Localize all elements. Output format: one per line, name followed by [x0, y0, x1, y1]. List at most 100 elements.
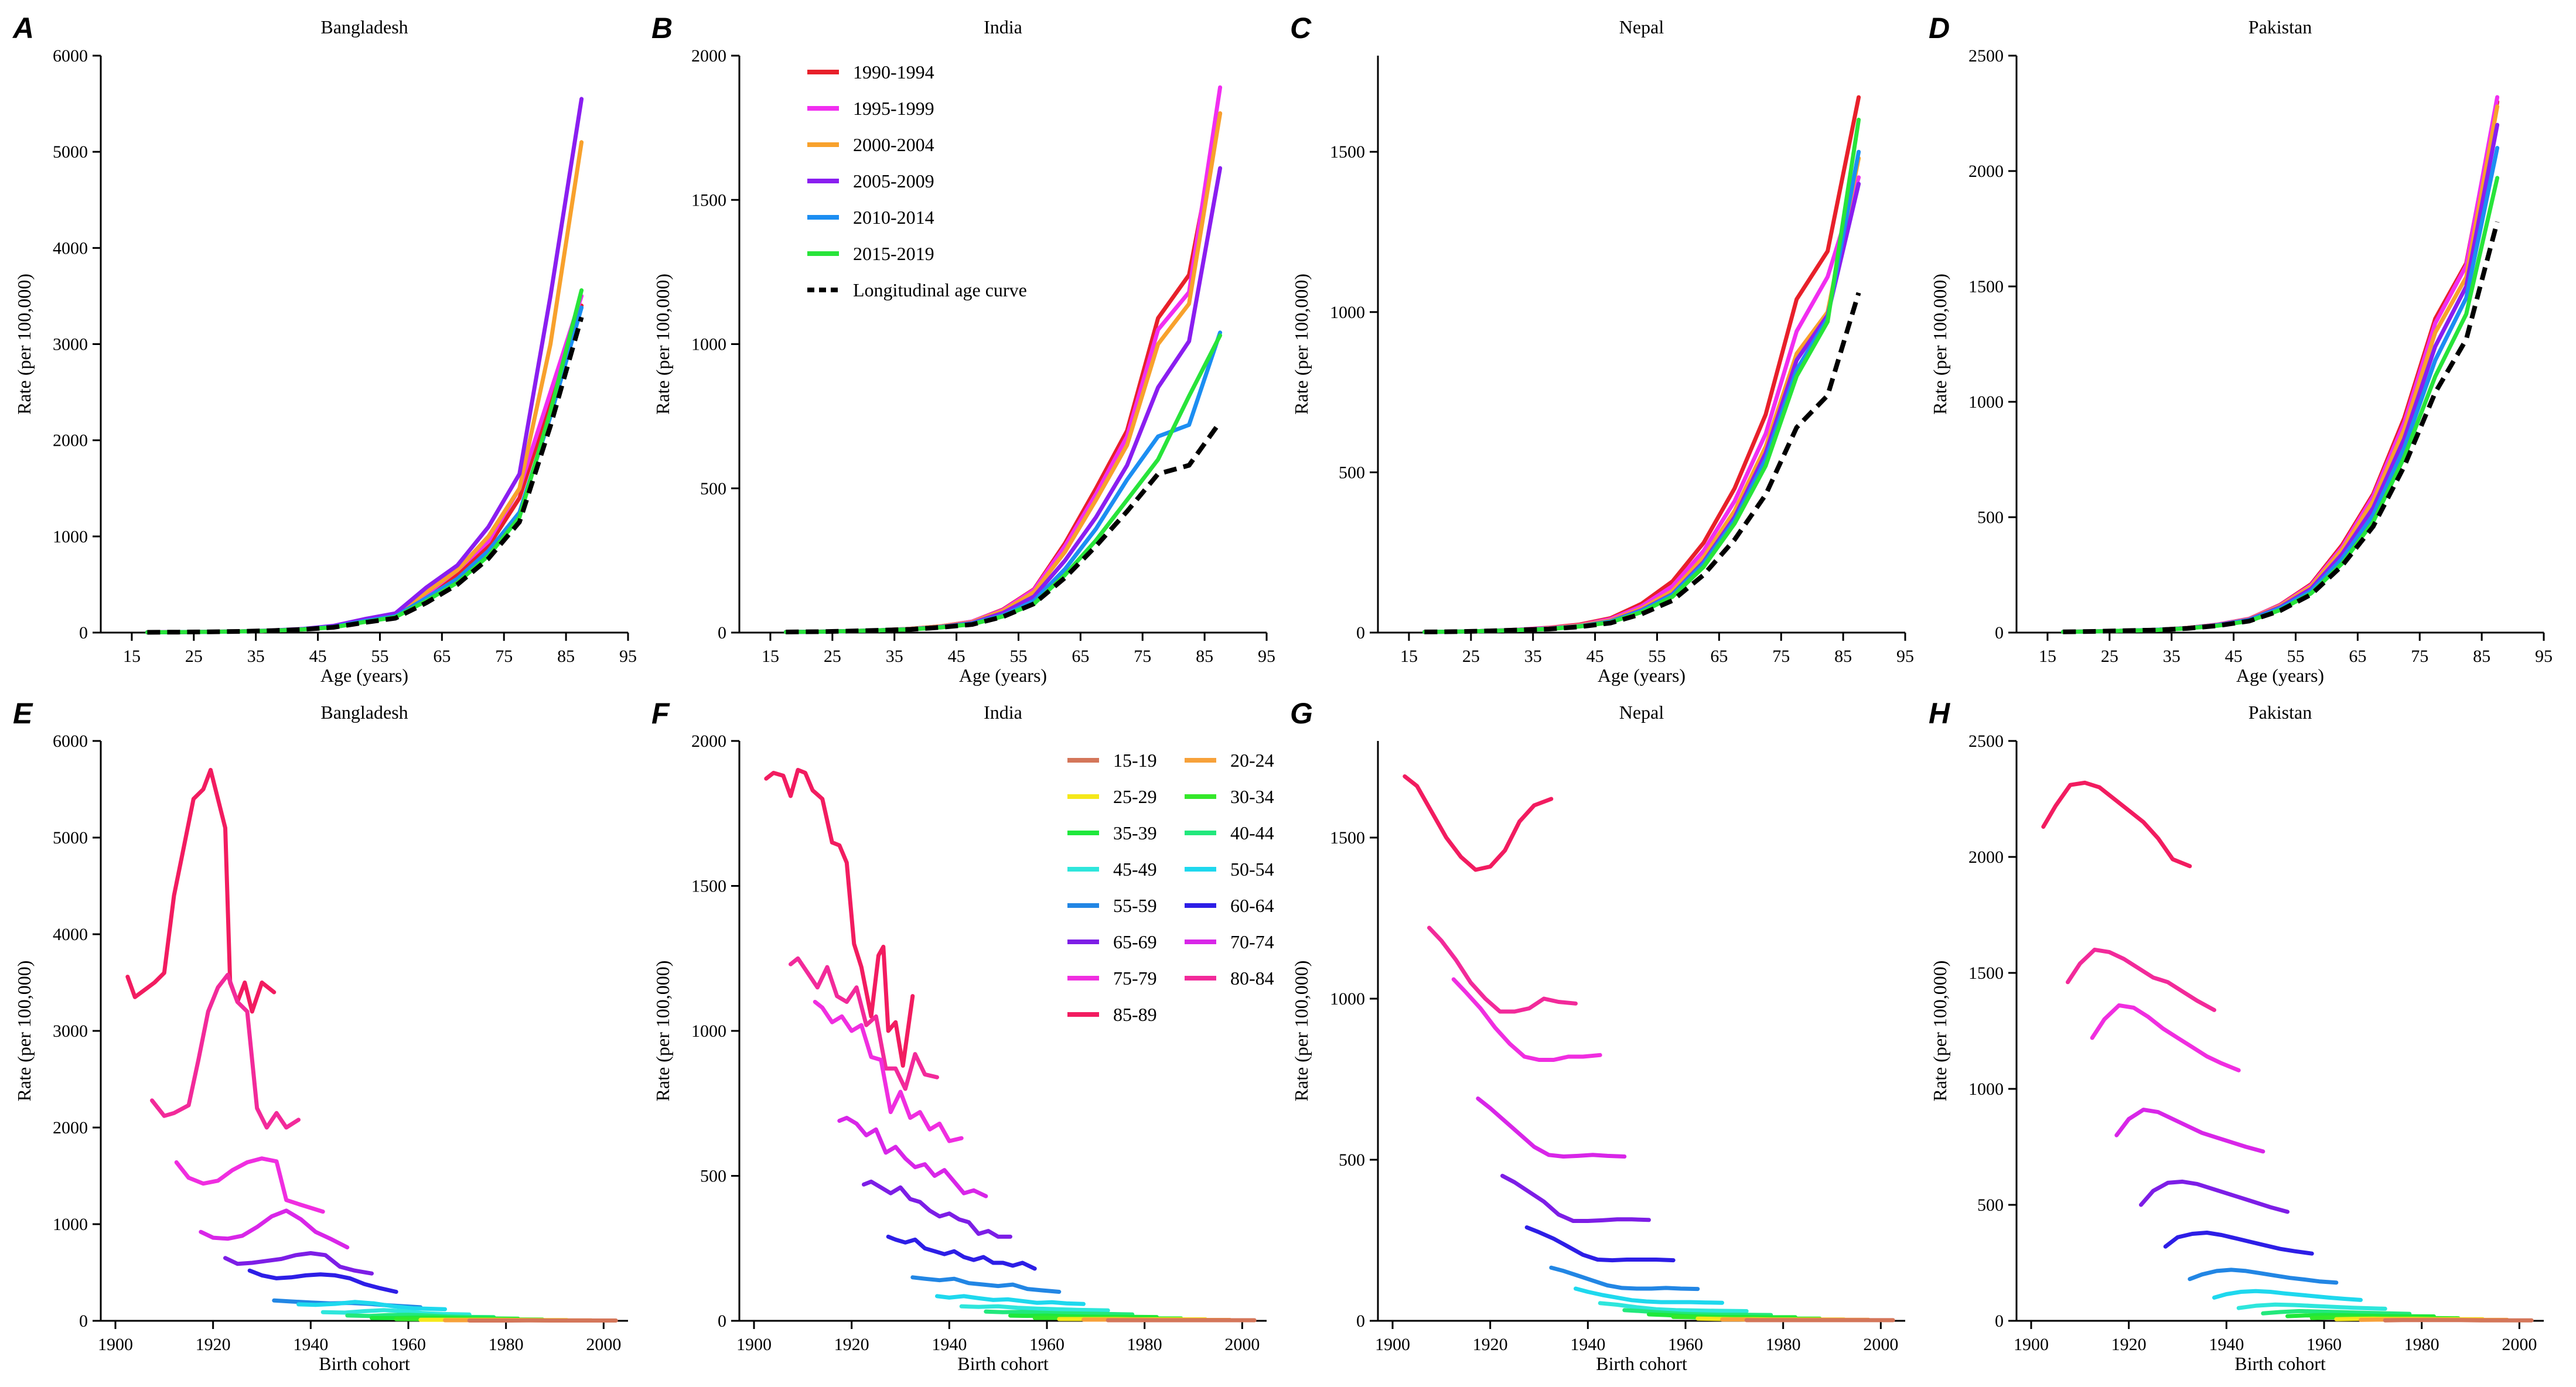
panel-g: G Nepal 1900 1920 1940 1960 1980 2000 0 500 1000 15… — [1290, 697, 1905, 1374]
panel-letter: C — [1290, 12, 1312, 45]
y-tick-label: 1000 — [53, 1215, 88, 1234]
series-line-50-54 — [1574, 1286, 1724, 1305]
x-tick-label: 45 — [309, 647, 327, 666]
y-tick-label: 1000 — [53, 527, 88, 546]
x-tick-label: 45 — [948, 647, 965, 666]
series-line-80-84 — [150, 972, 301, 1130]
x-tick-label: 1940 — [293, 1335, 328, 1354]
series-line-60-64 — [1524, 1225, 1676, 1263]
panel-a: A Bangladesh 15 25 35 45 55 65 75 85 95 0 1000 2000 30… — [12, 12, 637, 686]
y-tick-label: 500 — [700, 479, 726, 498]
series-line-55-59 — [2188, 1268, 2339, 1285]
x-axis-label: Birth cohort — [1596, 1353, 1687, 1374]
panel-letter: A — [12, 12, 34, 45]
x-axis-label: Birth cohort — [2234, 1353, 2326, 1374]
y-tick-label: 4000 — [53, 925, 88, 944]
x-tick-label: 1980 — [2404, 1335, 2439, 1354]
panel-letter: E — [13, 697, 33, 730]
series-line-75-79 — [2090, 1003, 2241, 1072]
x-tick-label: 2000 — [1863, 1335, 1898, 1354]
series-line-60-64 — [886, 1234, 1037, 1271]
y-tick-label: 500 — [700, 1167, 726, 1186]
series-line-85-89 — [125, 768, 277, 1014]
panel-letter: D — [1929, 12, 1950, 45]
y-tick-label: 1000 — [1968, 1079, 2004, 1099]
legend-age-groups: 15-19 20-24 25-29 30-34 35-39 40-44 45-49 50-54… — [1067, 750, 1274, 1025]
series-line-85-89 — [2041, 780, 2192, 869]
x-tick-label: 85 — [1196, 647, 1213, 666]
legend-label: 2015-2019 — [853, 243, 934, 264]
panel-title: Bangladesh — [320, 16, 408, 37]
y-tick-label: 500 — [1339, 1150, 1365, 1170]
x-tick-label: 1920 — [834, 1335, 869, 1354]
series-line-40-44 — [984, 1309, 1135, 1317]
legend-label: 85-89 — [1113, 1004, 1157, 1025]
series-line-longitudinal-age-curve — [2063, 221, 2500, 634]
y-tick-label: 6000 — [53, 46, 88, 66]
x-tick-label: 1900 — [1375, 1335, 1410, 1354]
x-tick-label: 25 — [2101, 647, 2118, 666]
y-axis-label: Rate (per 100,000) — [652, 274, 673, 415]
series-line-45-49 — [320, 1308, 472, 1317]
x-tick-label: 1920 — [196, 1335, 231, 1354]
y-tick-label: 2000 — [691, 732, 726, 751]
x-tick-label: 65 — [1072, 647, 1089, 666]
panel-h: H Pakistan 1900 1920 1940 1960 1980 2000 0 500 100… — [1929, 697, 2544, 1374]
x-tick-label: 35 — [247, 647, 265, 666]
x-tick-label: 1960 — [2307, 1335, 2342, 1354]
series-line-65-69 — [2139, 1179, 2290, 1214]
legend-label: 30-34 — [1230, 786, 1274, 807]
y-tick-label: 0 — [1356, 623, 1365, 643]
x-tick-label: 15 — [1400, 647, 1418, 666]
y-tick-label: 0 — [1995, 1311, 2004, 1331]
x-tick-label: 1980 — [1766, 1335, 1801, 1354]
x-tick-label: 65 — [2349, 647, 2366, 666]
x-tick-label: 55 — [371, 647, 388, 666]
x-axis-label: Age (years) — [2236, 665, 2324, 686]
series-line-55-59 — [1549, 1265, 1700, 1292]
y-tick-label: 1500 — [1330, 142, 1365, 162]
panel-e: E Bangladesh 1900 1920 1940 1960 1980 2000 0 1000… — [13, 697, 628, 1374]
panel-letter: F — [651, 697, 670, 730]
series-line-2010-2014 — [1422, 149, 1861, 634]
series-line-75-79 — [174, 1156, 325, 1214]
panel-letter: H — [1929, 697, 1950, 730]
y-tick-label: 6000 — [53, 732, 88, 751]
legend-label: Longitudinal age curve — [853, 279, 1027, 300]
y-tick-label: 4000 — [53, 238, 88, 258]
legend-label: 70-74 — [1230, 931, 1274, 952]
y-tick-label: 0 — [1356, 1311, 1365, 1331]
series-line-1990-1994 — [783, 111, 1223, 634]
x-tick-label: 95 — [1896, 647, 1914, 666]
series-line-85-89 — [764, 768, 915, 1068]
series-line-45-49 — [959, 1304, 1110, 1313]
legend-label: 20-24 — [1230, 750, 1274, 771]
y-tick-label: 500 — [1977, 508, 2004, 527]
series-line-55-59 — [910, 1275, 1062, 1294]
y-tick-label: 5000 — [53, 828, 88, 848]
series-line-80-84 — [789, 956, 939, 1091]
panel-title: Nepal — [1619, 702, 1664, 723]
series-line-longitudinal-age-curve — [1424, 292, 1861, 634]
legend-label: 55-59 — [1113, 895, 1157, 916]
series-line-85-89 — [1403, 774, 1554, 872]
x-tick-label: 25 — [185, 647, 203, 666]
y-tick-label: 1500 — [691, 877, 726, 896]
series-line-2010-2014 — [783, 330, 1223, 634]
series-line-70-74 — [1476, 1096, 1627, 1159]
legend-label: 40-44 — [1230, 822, 1274, 843]
series-line-2005-2009 — [1422, 182, 1861, 634]
y-tick-label: 3000 — [53, 335, 88, 354]
series-line-2015-2019 — [783, 333, 1223, 634]
x-tick-label: 25 — [824, 647, 841, 666]
series-line-65-69 — [862, 1179, 1012, 1239]
x-axis-label: Birth cohort — [957, 1353, 1049, 1374]
series-line-60-64 — [247, 1268, 398, 1294]
series-line-70-74 — [2114, 1108, 2265, 1154]
x-tick-label: 95 — [619, 647, 637, 666]
x-tick-label: 1900 — [736, 1335, 772, 1354]
x-tick-label: 75 — [1134, 647, 1151, 666]
x-tick-label: 1960 — [1029, 1335, 1064, 1354]
series-line-80-84 — [1427, 925, 1578, 1014]
series-line-1990-1994 — [145, 303, 584, 634]
